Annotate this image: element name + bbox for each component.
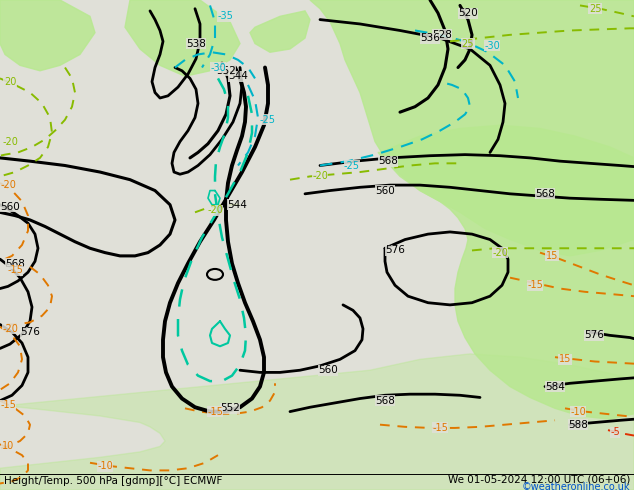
Text: 576: 576 [385,245,405,255]
Text: -25: -25 [344,161,360,171]
Text: 25: 25 [462,39,474,49]
Polygon shape [310,0,634,256]
Text: -5: -5 [610,427,620,437]
Text: -15: -15 [0,400,16,410]
Text: -30: -30 [484,41,500,51]
Text: 560: 560 [0,202,20,212]
Text: 528: 528 [432,30,452,40]
Text: 584: 584 [545,382,565,392]
Text: -15: -15 [432,423,448,433]
Text: -15: -15 [527,280,543,290]
Text: 568: 568 [535,189,555,199]
Text: -10: -10 [570,407,586,416]
Text: 15: 15 [546,251,558,261]
Text: 15: 15 [559,354,571,365]
Text: 568: 568 [378,156,398,166]
Text: 25: 25 [589,4,601,14]
Text: 544: 544 [228,71,248,81]
Text: 568: 568 [375,396,395,406]
Text: 576: 576 [20,327,40,337]
Polygon shape [125,0,240,76]
Text: 552: 552 [216,66,236,76]
Text: -20: -20 [207,205,223,215]
Text: 552: 552 [220,403,240,414]
Text: Height/Temp. 500 hPa [gdmp][°C] ECMWF: Height/Temp. 500 hPa [gdmp][°C] ECMWF [4,476,223,486]
Text: 20: 20 [4,76,16,87]
Text: 576: 576 [584,330,604,341]
Text: 560: 560 [375,186,395,196]
Text: 568: 568 [5,259,25,269]
Text: 538: 538 [186,39,206,49]
Text: -35: -35 [217,11,233,22]
Text: -20: -20 [2,137,18,147]
Text: -10: -10 [97,461,113,471]
Text: -15: -15 [207,407,223,416]
Text: We 01-05-2024 12:00 UTC (06+06): We 01-05-2024 12:00 UTC (06+06) [448,474,630,484]
Text: 560: 560 [318,365,338,375]
Text: -20: -20 [492,247,508,258]
Polygon shape [0,354,634,490]
Text: -30: -30 [210,63,226,73]
Text: 544: 544 [227,200,247,210]
Polygon shape [250,11,310,52]
Text: ©weatheronline.co.uk: ©weatheronline.co.uk [522,482,630,490]
Text: 520: 520 [458,8,478,18]
Polygon shape [0,0,95,71]
Text: -20: -20 [0,180,16,190]
Text: -25: -25 [260,115,276,125]
Text: -20: -20 [2,324,18,334]
Text: -15: -15 [7,265,23,275]
Text: 588: 588 [568,419,588,430]
Polygon shape [378,125,634,419]
Text: 536: 536 [420,33,440,43]
Text: 10: 10 [2,441,14,451]
Text: -20: -20 [312,172,328,181]
